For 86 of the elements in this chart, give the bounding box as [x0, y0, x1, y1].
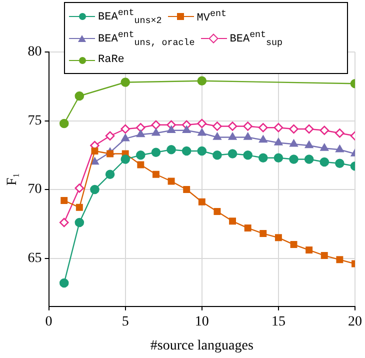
point: [197, 76, 207, 86]
legend-label: MV$^{ent}$: [196, 8, 226, 24]
x-tick-label: 10: [194, 314, 209, 330]
point: [121, 134, 130, 142]
point: [74, 91, 84, 101]
point: [290, 139, 298, 147]
y-tick-label: 70: [28, 182, 42, 198]
point: [212, 122, 222, 131]
point: [274, 153, 284, 163]
point: [136, 130, 145, 138]
point: [59, 218, 69, 228]
point: [183, 186, 190, 193]
point: [228, 132, 237, 140]
point: [274, 122, 284, 132]
point: [197, 118, 207, 128]
point: [258, 153, 268, 163]
point: [244, 224, 252, 232]
point: [120, 78, 130, 87]
point: [304, 124, 314, 134]
y-tick-label: 65: [28, 250, 42, 266]
point: [152, 170, 160, 178]
point: [90, 157, 99, 165]
point: [290, 241, 298, 248]
point: [244, 132, 252, 140]
legend-label: RaRe: [98, 54, 124, 66]
y-tick-label: 75: [28, 113, 42, 128]
point: [136, 122, 146, 132]
point: [212, 150, 222, 160]
point: [259, 135, 268, 143]
point: [213, 132, 222, 140]
point: [289, 124, 298, 134]
point: [320, 126, 330, 136]
point: [274, 138, 283, 146]
point: [167, 126, 176, 134]
point: [228, 122, 238, 131]
point: [320, 252, 328, 259]
point: [74, 183, 84, 193]
point: [90, 184, 100, 194]
point: [106, 150, 114, 158]
point: [336, 256, 344, 264]
point: [60, 197, 68, 204]
point: [336, 144, 344, 152]
point: [258, 122, 268, 132]
point: [182, 146, 192, 156]
point: [320, 157, 330, 167]
point: [182, 126, 191, 134]
point: [229, 218, 236, 225]
point: [304, 140, 314, 148]
point: [74, 218, 84, 228]
x-tick-label: 20: [348, 314, 362, 330]
point: [306, 246, 313, 254]
point: [152, 128, 160, 136]
point: [274, 234, 282, 242]
point: [228, 149, 238, 158]
point: [105, 170, 115, 180]
point: [166, 144, 176, 154]
point: [320, 144, 328, 151]
point: [335, 128, 344, 138]
point: [243, 122, 252, 131]
point: [243, 150, 252, 160]
point: [105, 131, 115, 141]
point: [120, 124, 130, 134]
point: [214, 208, 221, 215]
x-tick-label: 15: [271, 314, 286, 330]
x-axis-title: #source languages: [150, 338, 254, 354]
point: [151, 148, 161, 158]
x-tick-label: 5: [122, 314, 129, 330]
point: [151, 120, 161, 130]
point: [120, 154, 130, 164]
point: [260, 230, 267, 237]
point: [198, 128, 206, 136]
point: [198, 198, 206, 206]
x-tick-label: 0: [45, 314, 52, 330]
point: [136, 150, 146, 160]
point: [91, 148, 98, 154]
point: [335, 158, 344, 168]
point: [59, 278, 69, 288]
point: [59, 118, 69, 128]
y-axis-title: F₁: [5, 172, 20, 186]
point: [289, 154, 298, 164]
y-tick-label: 80: [28, 44, 42, 60]
point: [76, 204, 83, 211]
point: [137, 161, 144, 168]
point: [168, 178, 175, 185]
point: [197, 146, 207, 156]
point: [304, 154, 314, 164]
